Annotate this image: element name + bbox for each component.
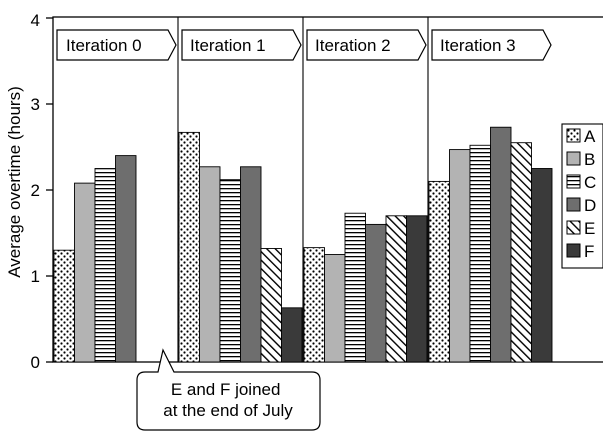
bar-d-iteration-0 xyxy=(115,155,137,363)
legend-label: A xyxy=(584,127,596,146)
legend-item-f: F xyxy=(566,242,594,261)
bar-d-iteration-3 xyxy=(490,126,512,363)
bar-d-iteration-1 xyxy=(240,166,262,363)
iteration-separators xyxy=(177,17,429,362)
iteration-label: Iteration 3 xyxy=(440,36,516,55)
iteration-arrow xyxy=(431,29,552,61)
bar-b-iteration-1 xyxy=(199,166,221,363)
bar-f-iteration-2 xyxy=(406,215,428,363)
iteration-arrow xyxy=(56,29,177,61)
iteration-arrow xyxy=(181,29,302,61)
callout-bubble xyxy=(136,348,321,431)
y-tick-label: 4 xyxy=(31,11,40,30)
legend: A B C D E F xyxy=(561,123,603,269)
bar-a-iteration-0 xyxy=(53,249,75,363)
legend-item-b: B xyxy=(566,150,595,169)
y-axis-title: Average overtime (hours) xyxy=(5,86,24,278)
legend-item-e: E xyxy=(566,219,595,238)
bar-b-iteration-3 xyxy=(449,149,471,363)
bar-f-iteration-1 xyxy=(281,307,303,363)
bar-c-iteration-0 xyxy=(94,168,116,363)
legend-item-c: C xyxy=(566,173,596,192)
bar-e-iteration-1 xyxy=(260,248,282,363)
y-tick-label: 2 xyxy=(31,181,40,200)
bar-b-iteration-2 xyxy=(324,254,346,363)
legend-swatch xyxy=(566,128,581,143)
legend-swatch xyxy=(566,243,581,258)
legend-swatch xyxy=(566,151,581,166)
bar-a-iteration-2 xyxy=(303,247,325,363)
legend-item-a: A xyxy=(566,127,596,146)
y-axis: 0 1 2 3 4 Average overtime (hours) xyxy=(5,11,53,372)
callout-line-2: at the end of July xyxy=(163,401,293,420)
iteration-label: Iteration 2 xyxy=(315,36,391,55)
legend-label: D xyxy=(584,196,596,215)
legend-label: E xyxy=(584,219,595,238)
legend-label: B xyxy=(584,150,595,169)
y-tick-label: 3 xyxy=(31,95,40,114)
legend-swatch xyxy=(566,197,581,212)
bar-a-iteration-1 xyxy=(178,131,200,363)
iteration-labels: Iteration 0 Iteration 1 Iteration 2 Iter… xyxy=(56,29,552,61)
bar-c-iteration-1 xyxy=(219,179,241,363)
callout-line-1: E and F joined xyxy=(171,380,281,399)
bar-c-iteration-2 xyxy=(344,212,366,363)
legend-swatch xyxy=(566,220,581,235)
bar-b-iteration-0 xyxy=(74,182,96,363)
bar-d-iteration-2 xyxy=(365,223,387,363)
callout-text: E and F joined at the end of July xyxy=(163,380,293,420)
bar-e-iteration-2 xyxy=(385,215,407,363)
bar-f-iteration-3 xyxy=(531,168,553,363)
legend-swatch xyxy=(566,174,581,189)
iteration-arrow xyxy=(306,29,427,61)
bar-a-iteration-3 xyxy=(428,180,450,363)
iteration-label: Iteration 1 xyxy=(190,36,266,55)
y-tick-label: 0 xyxy=(31,353,40,372)
legend-label: F xyxy=(584,242,594,261)
join-annotation: E and F joined at the end of July xyxy=(136,348,321,431)
y-tick-label: 1 xyxy=(31,267,40,286)
legend-label: C xyxy=(584,173,596,192)
bar-e-iteration-3 xyxy=(510,142,532,363)
legend-item-d: D xyxy=(566,196,596,215)
bars xyxy=(53,126,553,363)
iteration-label: Iteration 0 xyxy=(66,36,142,55)
bar-c-iteration-3 xyxy=(469,144,491,363)
